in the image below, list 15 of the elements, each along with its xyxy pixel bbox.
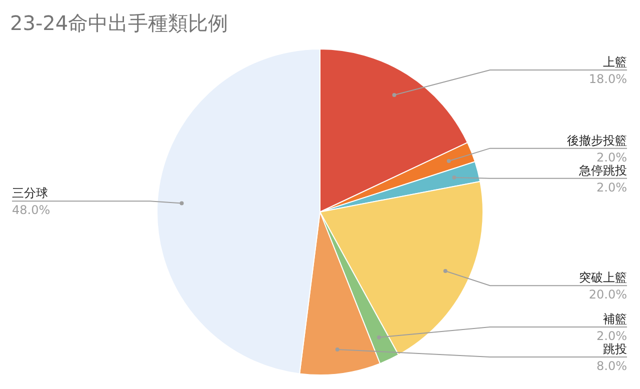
slice-label: 上籃 bbox=[603, 55, 627, 69]
data-label: 2.0% bbox=[596, 180, 627, 194]
slice-label: 後撤步投籃 bbox=[567, 133, 627, 148]
data-label: 8.0% bbox=[596, 359, 627, 373]
slice-label: 突破上籃 bbox=[579, 270, 627, 285]
data-label: 2.0% bbox=[596, 150, 627, 164]
slice-label: 補籃 bbox=[603, 312, 627, 326]
data-label: 18.0% bbox=[588, 72, 627, 86]
data-label: 2.0% bbox=[596, 329, 627, 343]
chart-title: 23-24命中出手種類比例 bbox=[10, 11, 228, 35]
data-label: 20.0% bbox=[588, 288, 627, 302]
data-label: 48.0% bbox=[12, 203, 50, 218]
slice-label: 急停跳投 bbox=[578, 163, 627, 178]
slice-label: 三分球 bbox=[12, 186, 48, 200]
slice-label: 跳投 bbox=[603, 342, 627, 356]
